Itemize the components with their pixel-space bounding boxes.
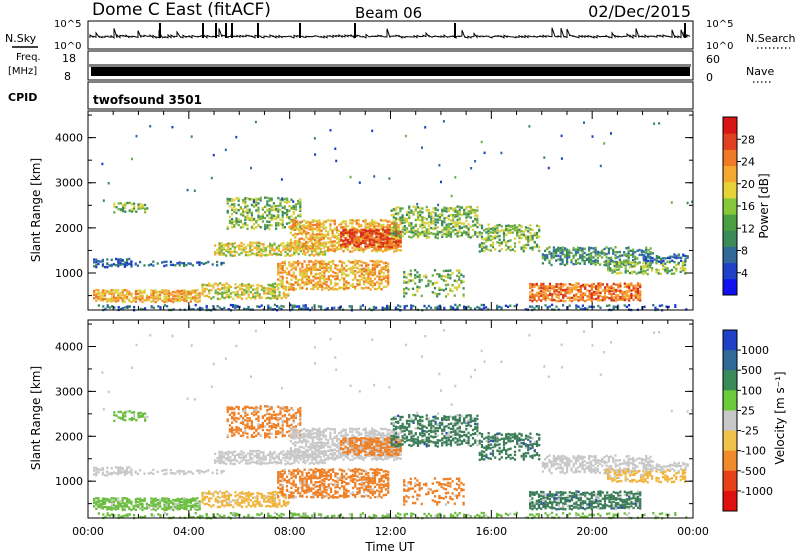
freq-tick-top: 18 (62, 52, 76, 65)
colorbar-swatch (723, 278, 737, 296)
power-colorbar-tick: 28 (741, 133, 755, 146)
freq-strip: Freq. [MHz] 18 8 60 0 Nave (8, 50, 774, 84)
xtick-label: 12:00 (375, 525, 407, 538)
nsky-tick-top: 10^5 (54, 19, 81, 30)
freq-tick-bottom: 8 (64, 70, 71, 83)
freq-label-line1: Freq. (16, 52, 41, 63)
velocity-axis-ticks: 1000 2000 3000 4000 00:00 04:00 08:00 12:00 16:0… (55, 320, 709, 538)
velocity-colorbar-label: Velocity [m s⁻¹] (773, 371, 787, 464)
ytick-label: 3000 (55, 177, 83, 190)
power-colorbar-label: Power [dB] (757, 173, 771, 238)
xtick-label: 08:00 (274, 525, 306, 538)
xtick-label: 00:00 (677, 525, 709, 538)
colorbar-swatch (723, 230, 737, 247)
colorbar-swatch (723, 117, 737, 134)
power-scatter-cells (93, 120, 694, 312)
freq-frame (87, 50, 694, 81)
velocity-colorbar-ticks: 1000 500 100 25 -25 -100 -500 -1000 (737, 344, 773, 498)
colorbar-swatch (723, 450, 737, 472)
power-panel: 1000 2000 3000 4000 Slant Range [km] (29, 110, 694, 312)
nsky-strip: N.Sky 10^5 10^0 10^5 10^0 N.Search (5, 19, 796, 52)
power-colorbar-cells (723, 117, 737, 296)
colorbar-swatch (723, 330, 737, 351)
power-colorbar-tick: 16 (741, 200, 755, 213)
colorbar-swatch (723, 197, 737, 215)
velocity-colorbar-tick: -25 (741, 425, 759, 438)
ytick-label: 4000 (55, 132, 83, 145)
xtick-label: 16:00 (475, 525, 507, 538)
velocity-colorbar-tick: 1000 (741, 344, 769, 357)
nave-tick-bottom: 0 (706, 71, 713, 84)
velocity-colorbar-cells (723, 330, 737, 512)
ytick-label: 4000 (55, 340, 83, 353)
date-title: 02/Dec/2015 (588, 2, 691, 21)
colorbar-swatch (723, 246, 737, 264)
power-colorbar-ticks: 4 8 12 16 20 24 28 (737, 133, 755, 280)
freq-nave-band (91, 67, 690, 76)
freq-label-line2: [MHz] (8, 66, 37, 77)
power-colorbar-tick: 8 (741, 245, 748, 258)
velocity-colorbar-tick: 100 (741, 384, 762, 397)
time-xlabel: Time UT (364, 540, 415, 554)
colorbar-swatch (723, 350, 737, 371)
beam-title: Beam 06 (355, 4, 422, 22)
xtick-label: 20:00 (576, 525, 608, 538)
nsky-tick-bottom: 10^0 (54, 41, 81, 52)
power-ylabel: Slant Range [km] (29, 158, 43, 262)
colorbar-swatch (723, 181, 737, 199)
cpid-label: CPID (8, 91, 37, 104)
colorbar-swatch (723, 149, 737, 167)
velocity-ylabel: Slant Range [km] (29, 366, 43, 470)
nave-label: Nave (746, 65, 774, 78)
colorbar-swatch (723, 133, 737, 150)
xtick-label: 04:00 (173, 525, 205, 538)
colorbar-swatch (723, 370, 737, 391)
nsky-frame (87, 20, 694, 50)
power-colorbar: 4 8 12 16 20 24 28 Power [dB] (722, 116, 771, 296)
nsearch-label: N.Search (746, 32, 796, 45)
nave-tick-top: 60 (706, 53, 720, 66)
velocity-colorbar-frame (722, 329, 738, 512)
colorbar-swatch (723, 165, 737, 183)
power-colorbar-tick: 12 (741, 222, 755, 235)
velocity-panel: 1000 2000 3000 4000 00:00 04:00 08:00 12:00 16:0… (29, 319, 709, 554)
nsearch-tick-bottom: 10^0 (706, 41, 733, 52)
ytick-label: 3000 (55, 385, 83, 398)
velocity-colorbar-tick: -1000 (741, 485, 773, 498)
colorbar-swatch (723, 430, 737, 452)
freq-ticks (89, 64, 691, 67)
power-colorbar-tick: 4 (741, 267, 748, 280)
cpid-strip: CPID twofsound 3501 (8, 81, 694, 110)
velocity-scatter-cells (93, 329, 694, 520)
colorbar-swatch (723, 390, 737, 411)
nsky-label: N.Sky (5, 32, 37, 45)
ytick-label: 1000 (55, 267, 83, 280)
velocity-colorbar: 1000 500 100 25 -25 -100 -500 -1000 Velocity [m… (722, 329, 787, 512)
velocity-colorbar-tick: 25 (741, 404, 755, 417)
nsearch-tick-top: 10^5 (706, 19, 733, 30)
power-colorbar-tick: 24 (741, 156, 755, 169)
nsky-trace (89, 27, 691, 40)
colorbar-swatch (723, 410, 737, 432)
power-axis-ticks: 1000 2000 3000 4000 (55, 111, 694, 310)
velocity-colorbar-tick: -100 (741, 445, 766, 458)
ytick-label: 1000 (55, 475, 83, 488)
power-colorbar-tick: 20 (741, 178, 755, 191)
colorbar-swatch (723, 262, 737, 280)
xtick-label: 00:00 (72, 525, 104, 538)
station-title: Dome C East (fitACF) (92, 0, 271, 20)
colorbar-swatch (723, 214, 737, 231)
cpid-value: twofsound 3501 (93, 93, 202, 107)
ytick-label: 2000 (55, 222, 83, 235)
ytick-label: 2000 (55, 430, 83, 443)
cpid-frame (87, 81, 694, 110)
velocity-colorbar-tick: -500 (741, 465, 766, 478)
colorbar-swatch (723, 490, 737, 512)
colorbar-swatch (723, 470, 737, 492)
velocity-colorbar-tick: 500 (741, 364, 762, 377)
